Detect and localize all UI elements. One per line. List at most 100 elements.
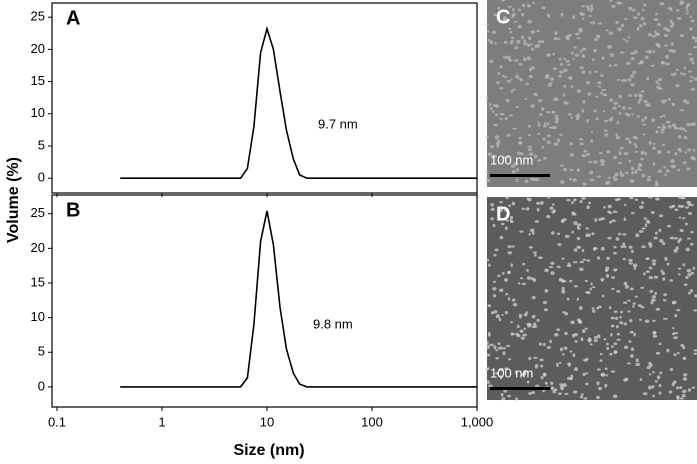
particle bbox=[615, 316, 619, 321]
particle bbox=[525, 207, 530, 211]
particle bbox=[590, 178, 595, 182]
particle bbox=[576, 89, 582, 94]
particle bbox=[674, 313, 678, 318]
particle bbox=[657, 150, 662, 154]
particle bbox=[581, 248, 585, 253]
particle bbox=[638, 97, 642, 102]
panel-label: A bbox=[66, 7, 80, 29]
particle bbox=[691, 386, 696, 389]
particle bbox=[572, 261, 578, 264]
particle bbox=[600, 162, 605, 166]
particle bbox=[615, 136, 621, 140]
particle bbox=[556, 328, 561, 332]
particle bbox=[643, 22, 647, 26]
particle bbox=[543, 372, 547, 377]
particle bbox=[499, 200, 503, 204]
particle bbox=[507, 270, 512, 275]
particle bbox=[656, 375, 661, 380]
particle bbox=[546, 53, 551, 57]
particle bbox=[582, 100, 586, 104]
particle bbox=[563, 84, 567, 89]
particle bbox=[611, 287, 615, 291]
particle bbox=[554, 116, 560, 121]
particle bbox=[501, 271, 505, 275]
particle bbox=[518, 142, 523, 145]
y-tick-label: 5 bbox=[38, 344, 45, 359]
particle bbox=[628, 93, 633, 97]
particle bbox=[526, 380, 530, 384]
particle bbox=[534, 44, 538, 48]
particle bbox=[581, 47, 587, 51]
particle bbox=[527, 324, 531, 328]
particle bbox=[512, 303, 518, 307]
particle bbox=[564, 331, 568, 336]
particle bbox=[506, 133, 511, 137]
particle bbox=[690, 88, 694, 91]
particle bbox=[591, 307, 595, 310]
particle bbox=[680, 204, 685, 208]
particle bbox=[564, 312, 569, 316]
particle bbox=[560, 12, 564, 17]
particle bbox=[549, 339, 552, 344]
particle bbox=[521, 12, 525, 17]
particle bbox=[621, 233, 627, 236]
particle bbox=[498, 317, 502, 322]
particle bbox=[510, 78, 513, 81]
particle bbox=[670, 159, 675, 164]
particle bbox=[530, 104, 535, 109]
particle bbox=[640, 157, 644, 161]
particle bbox=[543, 308, 548, 312]
particle bbox=[660, 128, 665, 132]
particle bbox=[558, 361, 562, 364]
particle bbox=[691, 61, 695, 65]
particle bbox=[678, 273, 681, 276]
particle bbox=[528, 392, 533, 395]
particle bbox=[689, 289, 693, 293]
particle bbox=[546, 122, 550, 126]
particle bbox=[620, 79, 625, 82]
particle bbox=[576, 168, 581, 172]
particle bbox=[629, 196, 634, 200]
particle bbox=[632, 16, 638, 20]
particle bbox=[641, 245, 646, 249]
particle bbox=[615, 133, 619, 137]
particle bbox=[595, 117, 599, 121]
particle bbox=[579, 66, 584, 70]
particle bbox=[504, 117, 508, 121]
particle bbox=[616, 325, 619, 329]
particle bbox=[573, 198, 577, 202]
particle bbox=[638, 230, 644, 233]
particle bbox=[496, 81, 500, 85]
particle bbox=[640, 16, 645, 21]
particle bbox=[602, 93, 608, 97]
particle bbox=[672, 327, 675, 330]
particle bbox=[542, 342, 546, 346]
particle bbox=[501, 397, 506, 401]
particle bbox=[558, 57, 562, 61]
particle bbox=[554, 119, 559, 124]
particle bbox=[511, 12, 517, 17]
particle bbox=[544, 381, 548, 385]
particle bbox=[623, 281, 628, 286]
particle bbox=[687, 211, 693, 216]
particle bbox=[639, 60, 644, 64]
particle bbox=[672, 165, 676, 169]
particle bbox=[655, 80, 658, 84]
particle bbox=[676, 8, 680, 12]
particle bbox=[603, 205, 606, 209]
particle bbox=[585, 227, 589, 230]
particle bbox=[639, 23, 643, 28]
particle bbox=[497, 6, 500, 10]
particle bbox=[671, 301, 675, 305]
particle bbox=[600, 91, 603, 95]
particle bbox=[670, 42, 674, 46]
particle bbox=[562, 383, 567, 388]
particle bbox=[634, 150, 639, 153]
particle bbox=[522, 57, 527, 62]
particle bbox=[663, 317, 668, 320]
particle bbox=[489, 343, 495, 347]
particle bbox=[599, 352, 603, 356]
particle bbox=[561, 279, 567, 283]
particle bbox=[593, 48, 598, 53]
particle bbox=[689, 79, 693, 83]
